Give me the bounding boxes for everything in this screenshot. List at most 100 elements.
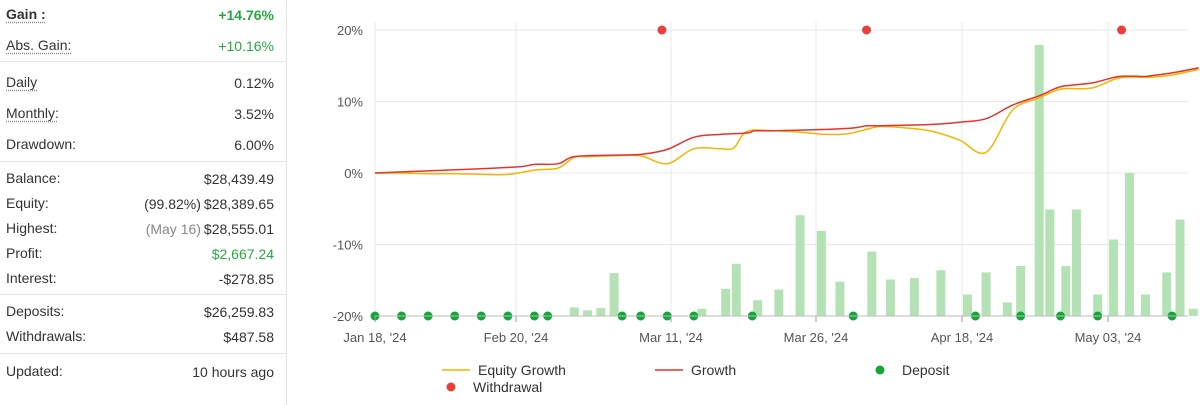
bar [885,279,895,316]
bar [867,251,877,316]
y-tick-label: 20% [337,23,363,38]
withdrawal-marker [1117,25,1127,35]
legend[interactable]: Equity Growth Growth Deposit Withdrawal [442,362,950,395]
gain-label[interactable]: Gain : [6,6,46,22]
lines [374,67,1199,176]
highest-label: Highest: [6,220,58,236]
withdrawals-row: Withdrawals: $487.58 [0,324,286,349]
x-tick-label: Mar 26, '24 [784,330,849,345]
legend-deposit[interactable]: Deposit [875,362,950,378]
bar [753,300,763,316]
highest-date: (May 16) [145,221,201,237]
x-tick-label: Apr 18, '24 [931,330,993,345]
legend-withdrawal-swatch [446,382,456,392]
drawdown-row: Drawdown: 6.00% [0,132,286,157]
legend-equity-growth-label: Equity Growth [478,362,566,378]
deposits-group: Deposits: $26,259.83 Withdrawals: $487.5… [0,295,286,354]
bar [1016,265,1026,316]
legend-equity-growth[interactable]: Equity Growth [442,362,566,378]
growth-chart: 20% 10% 0% -10% -20% Jan 18, '24 Feb 20, '24 Ma… [300,0,1200,405]
bar [962,294,972,316]
axes: 20% 10% 0% -10% -20% Jan 18, '24 Feb 20, '24 Ma… [333,23,1188,345]
balance-row: Balance: $28,439.49 [0,166,286,191]
x-tick-label: Mar 11, '24 [639,330,703,345]
equity-label: Equity: [6,195,49,211]
updated-label: Updated: [6,363,63,379]
drawdown-label: Drawdown: [6,136,77,152]
growth-chart-svg: 20% 10% 0% -10% -20% Jan 18, '24 Feb 20, '24 Ma… [333,22,1199,395]
bar [1034,45,1044,316]
y-tick-label: -20% [333,309,364,324]
y-tick-label: -10% [333,238,364,253]
bar [697,308,707,316]
bar [596,308,606,316]
daily-value: 0.12% [234,75,274,91]
deposits-value: $26,259.83 [203,304,274,320]
bar [1140,294,1150,316]
updated-group: Updated: 10 hours ago [0,354,286,384]
x-tick-label: Feb 20, '24 [484,330,549,345]
rates-group: Daily 0.12% Monthly: 3.52% Drawdown: 6.0… [0,62,286,162]
withdrawal-marker [657,25,667,35]
stats-panel: Gain : +14.76% Abs. Gain: +10.16% Daily … [0,0,287,405]
abs-gain-row: Abs. Gain: +10.16% [0,33,286,58]
bar [569,307,579,316]
withdrawals-value: $487.58 [223,329,274,345]
monthly-label[interactable]: Monthly: [6,105,59,121]
bar [1045,209,1055,316]
balance-value: $28,439.49 [203,171,274,187]
gain-group: Gain : +14.76% Abs. Gain: +10.16% [0,0,286,62]
legend-deposit-label: Deposit [902,362,950,378]
daily-label[interactable]: Daily [6,74,38,90]
balance-label: Balance: [6,170,61,186]
gain-value: +14.76% [218,7,274,23]
y-tick-label: 0% [344,166,363,181]
equity-growth-line [374,68,1199,176]
bar [795,215,805,316]
withdrawal-marker [862,25,872,35]
bar [609,273,619,316]
equity-value-wrap: (99.82%) $28,389.65 [144,196,274,212]
x-tick-label: May 03, '24 [1075,330,1142,345]
bar [1188,308,1198,316]
bar [1093,294,1103,316]
balance-group: Balance: $28,439.49 Equity: (99.82%) $28,… [0,162,286,295]
bar [816,230,826,316]
highest-row: Highest: (May 16) $28,555.01 [0,216,286,241]
bar [981,272,991,316]
bar [1109,239,1119,316]
profit-value: $2,667.24 [211,246,274,262]
legend-growth[interactable]: Growth [655,362,736,378]
updated-value: 10 hours ago [192,364,274,380]
y-tick-label: 10% [337,95,363,110]
bar [1061,265,1071,316]
withdrawals-label: Withdrawals: [6,328,87,344]
bar [936,270,946,316]
monthly-value: 3.52% [234,106,274,122]
deposits-label: Deposits: [6,303,65,319]
legend-growth-label: Growth [691,362,736,378]
interest-label: Interest: [6,270,57,286]
equity-row: Equity: (99.82%) $28,389.65 [0,191,286,216]
gain-row: Gain : +14.76% [0,2,286,27]
highest-value: $28,555.01 [203,221,274,237]
profit-label: Profit: [6,245,43,261]
profit-row: Profit: $2,667.24 [0,241,286,266]
bar [774,289,784,316]
bar [1002,302,1012,316]
drawdown-value: 6.00% [234,137,274,153]
bar [1162,272,1172,316]
bars [569,45,1198,316]
highest-value-wrap: (May 16) $28,555.01 [146,221,274,237]
bar [731,263,741,316]
legend-withdrawal[interactable]: Withdrawal [446,379,543,395]
equity-percent: (99.82%) [144,196,201,212]
x-tick-label: Jan 18, '24 [343,330,406,345]
deposits-row: Deposits: $26,259.83 [0,299,286,324]
abs-gain-label[interactable]: Abs. Gain: [6,37,72,53]
bar [835,281,845,316]
interest-row: Interest: -$278.85 [0,266,286,291]
equity-value: $28,389.65 [203,196,274,212]
bar [1071,209,1081,316]
bar [1175,219,1185,316]
